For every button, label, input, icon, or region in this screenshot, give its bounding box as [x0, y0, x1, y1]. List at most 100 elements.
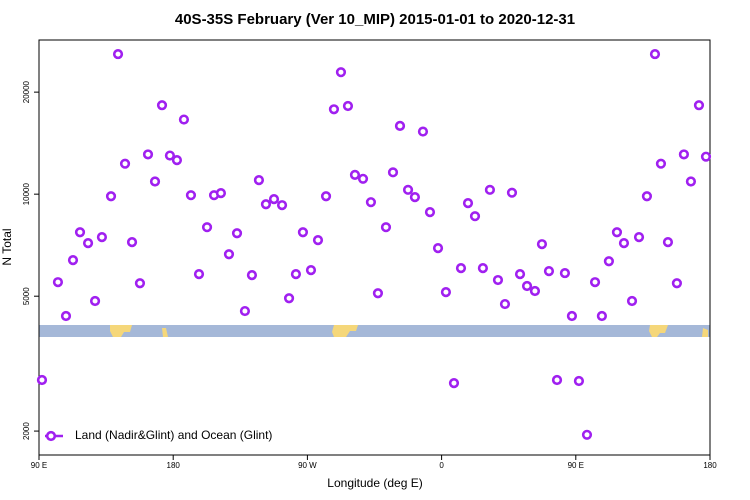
- point: [74, 227, 86, 238]
- point: [320, 191, 332, 202]
- legend-marker: [45, 430, 57, 442]
- point: [164, 150, 176, 161]
- point: [685, 176, 697, 187]
- point: [36, 374, 48, 386]
- y-tick-label: 20000: [22, 80, 31, 103]
- point: [283, 293, 295, 304]
- point: [342, 100, 354, 112]
- point: [603, 256, 615, 267]
- point: [477, 263, 489, 274]
- point: [312, 234, 324, 246]
- point: [185, 190, 197, 201]
- point: [573, 375, 585, 387]
- point: [462, 198, 474, 209]
- point: [246, 270, 258, 281]
- point: [424, 207, 436, 218]
- point: [231, 228, 243, 239]
- point: [514, 268, 526, 280]
- point: [365, 197, 377, 208]
- point: [633, 232, 645, 243]
- point: [60, 310, 72, 322]
- point: [193, 268, 205, 280]
- point: [142, 149, 154, 160]
- point: [387, 167, 399, 178]
- y-tick-label: 10000: [22, 182, 31, 205]
- point: [618, 238, 630, 249]
- point: [581, 429, 593, 440]
- x-tick-label: 180: [167, 461, 181, 470]
- point: [223, 249, 235, 260]
- point: [239, 305, 251, 317]
- point: [96, 232, 108, 243]
- point: [678, 149, 690, 160]
- point: [52, 277, 64, 288]
- point: [626, 295, 638, 307]
- point: [372, 288, 384, 299]
- point: [134, 278, 146, 289]
- x-tick-label: 90 W: [298, 461, 317, 470]
- land-ocean-strip: [39, 325, 710, 337]
- point: [112, 48, 124, 60]
- y-axis-label: N Total: [0, 228, 14, 265]
- point: [432, 243, 444, 254]
- point: [260, 199, 272, 210]
- x-tick-label: 0: [439, 461, 444, 470]
- point: [700, 151, 712, 162]
- point: [448, 378, 460, 389]
- point: [82, 238, 94, 249]
- point: [551, 374, 563, 386]
- point: [149, 176, 161, 187]
- point: [67, 254, 79, 266]
- point: [641, 191, 653, 202]
- y-tick-label: 5000: [22, 287, 31, 305]
- point: [492, 274, 504, 286]
- chart-title: 40S-35S February (Ver 10_MIP) 2015-01-01…: [175, 11, 575, 28]
- plot-frame: [38, 39, 711, 456]
- point: [536, 239, 548, 250]
- point: [215, 188, 227, 199]
- point: [506, 187, 518, 198]
- y-tick-label: 2000: [22, 422, 31, 440]
- point: [402, 184, 414, 195]
- x-tick-label: 180: [703, 461, 717, 470]
- point: [440, 287, 452, 298]
- point: [171, 155, 183, 166]
- point: [268, 194, 280, 205]
- point: [349, 169, 361, 180]
- point: [357, 173, 369, 184]
- point: [409, 192, 421, 203]
- point: [105, 191, 117, 202]
- point: [417, 126, 429, 137]
- x-axis-label: Longitude (deg E): [327, 476, 422, 490]
- point: [662, 237, 674, 248]
- point: [201, 222, 213, 233]
- point: [126, 237, 138, 248]
- point: [521, 280, 533, 292]
- point: [335, 67, 347, 78]
- point: [655, 158, 667, 169]
- point: [559, 267, 571, 279]
- point: [469, 211, 481, 222]
- point: [290, 268, 302, 280]
- point: [649, 48, 661, 60]
- point: [693, 100, 705, 111]
- point: [253, 175, 265, 186]
- point: [596, 310, 607, 322]
- point: [328, 104, 340, 115]
- point: [671, 278, 682, 289]
- point: [380, 222, 392, 233]
- point: [529, 285, 541, 297]
- point: [566, 310, 578, 322]
- point: [276, 200, 288, 211]
- point: [178, 114, 190, 125]
- x-tick-label: 90 E: [568, 461, 584, 470]
- legend-label: Land (Nadir&Glint) and Ocean (Glint): [75, 428, 272, 442]
- point: [543, 265, 555, 277]
- x-tick-label: 90 E: [31, 461, 47, 470]
- point: [156, 100, 168, 111]
- point: [297, 227, 309, 238]
- point: [89, 295, 101, 307]
- point: [484, 184, 496, 195]
- point: [305, 264, 317, 276]
